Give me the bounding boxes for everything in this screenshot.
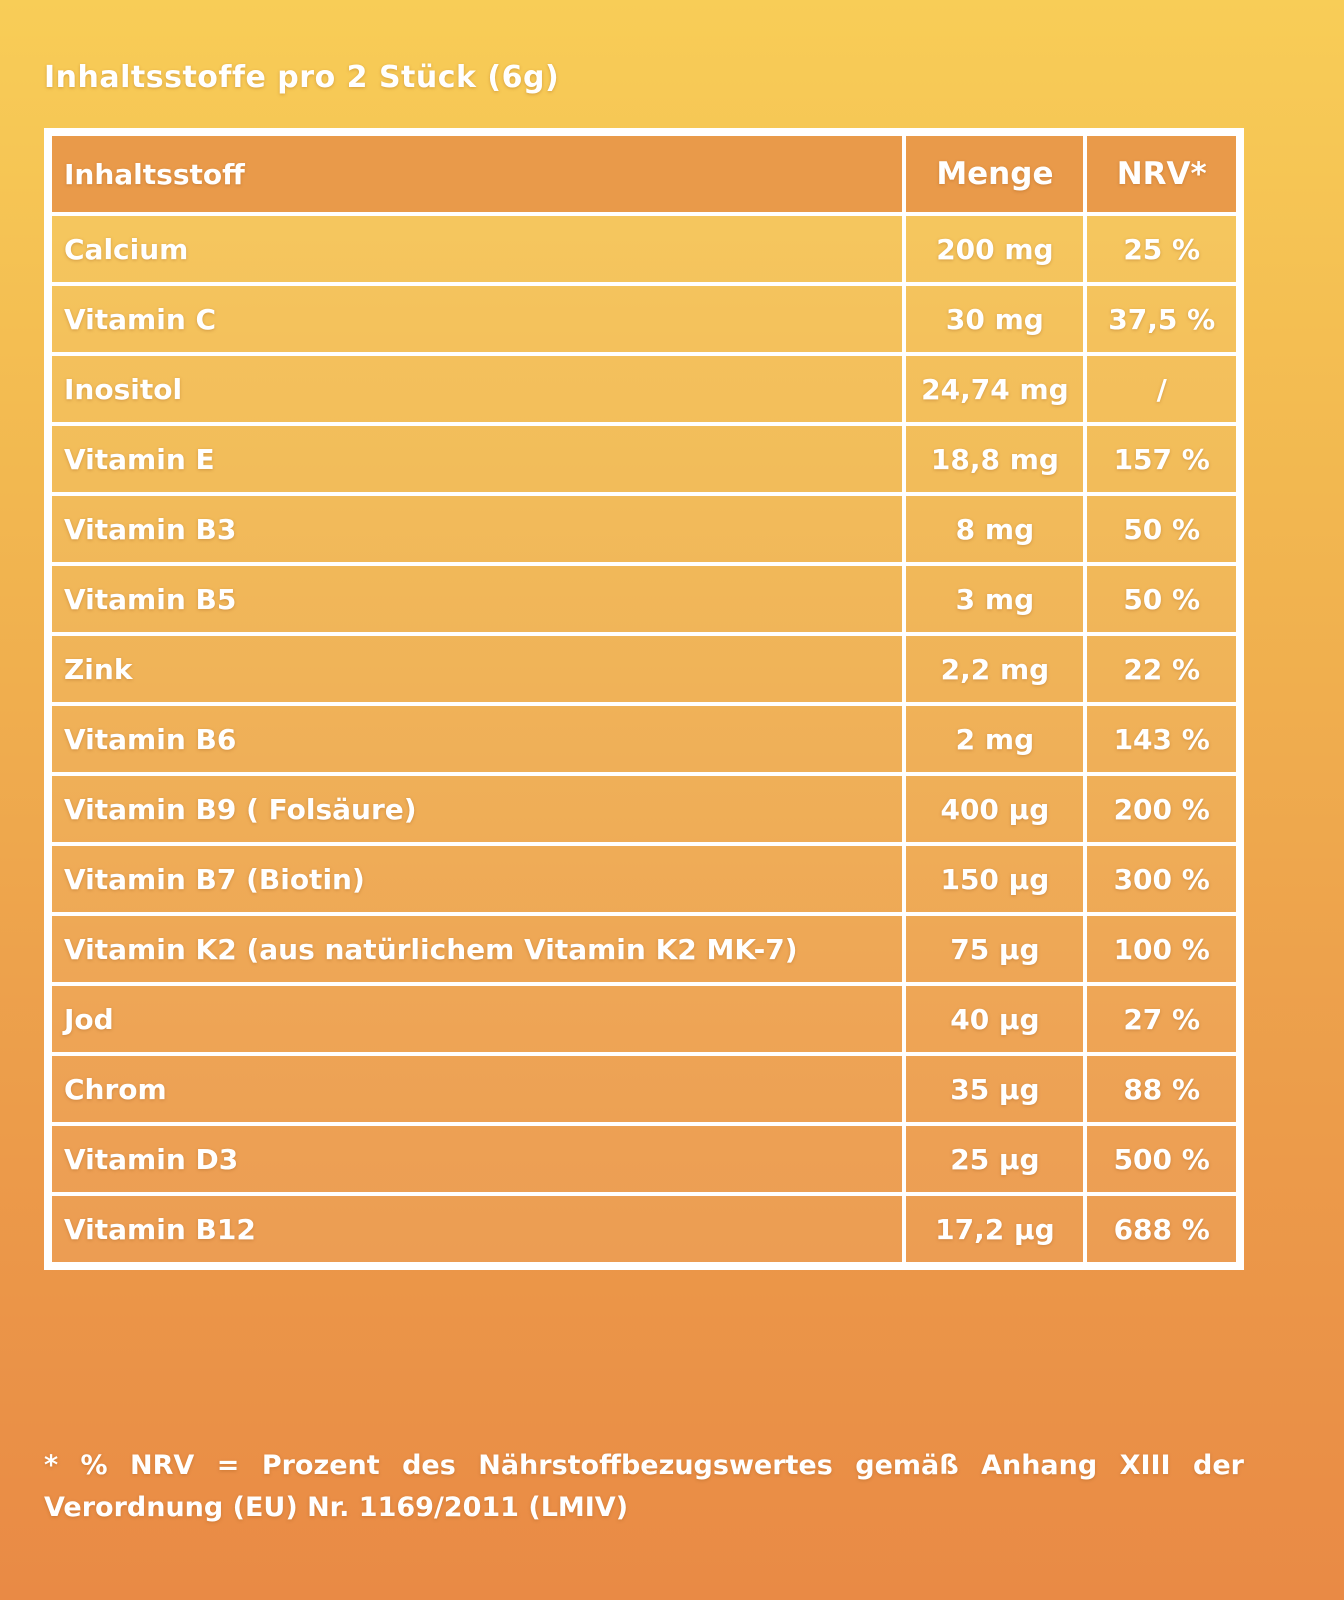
table-row: Vitamin B7 (Biotin) 150 µg 300 % [47,842,1240,916]
amount-cell: 400 µg [902,772,1088,846]
nrv-cell: 157 % [1083,422,1240,496]
amount-cell: 2 mg [902,702,1088,776]
ingredient-cell: Vitamin B3 [47,492,907,566]
ingredient-cell: Vitamin B6 [47,702,907,776]
nrv-cell: 88 % [1083,1052,1240,1126]
header-nrv: NRV* [1083,132,1240,216]
ingredient-cell: Vitamin E [47,422,907,496]
ingredient-cell: Vitamin K2 (aus natürlichem Vitamin K2 M… [47,912,907,986]
amount-cell: 40 µg [902,982,1088,1056]
table-row: Jod 40 µg 27 % [47,982,1240,1056]
ingredient-cell: Vitamin D3 [47,1122,907,1196]
table-row: Vitamin B6 2 mg 143 % [47,702,1240,776]
ingredient-cell: Vitamin B5 [47,562,907,636]
amount-cell: 3 mg [902,562,1088,636]
page-title: Inhaltsstoffe pro 2 Stück (6g) [44,60,560,95]
table-row: Vitamin E 18,8 mg 157 % [47,422,1240,496]
nrv-cell: 37,5 % [1083,282,1240,356]
table-row: Vitamin C 30 mg 37,5 % [47,282,1240,356]
header-ingredient: Inhaltsstoff [47,132,907,216]
nrv-cell: 50 % [1083,492,1240,566]
header-amount: Menge [902,132,1088,216]
amount-cell: 150 µg [902,842,1088,916]
nutrition-table: Inhaltsstoff Menge NRV* Calcium 200 mg 25 … [44,128,1244,1270]
amount-cell: 30 mg [902,282,1088,356]
table-header-row: Inhaltsstoff Menge NRV* [47,132,1240,216]
ingredient-cell: Vitamin C [47,282,907,356]
amount-cell: 17,2 µg [902,1192,1088,1266]
nrv-cell: 500 % [1083,1122,1240,1196]
amount-cell: 24,74 mg [902,352,1088,426]
table-row: Inositol 24,74 mg / [47,352,1240,426]
nrv-cell: 143 % [1083,702,1240,776]
nrv-cell: 25 % [1083,212,1240,286]
amount-cell: 18,8 mg [902,422,1088,496]
nrv-cell: 100 % [1083,912,1240,986]
footnote: * % NRV = Prozent des Nährstoffbezugswer… [44,1450,1244,1523]
nrv-cell: 300 % [1083,842,1240,916]
ingredient-cell: Vitamin B12 [47,1192,907,1266]
ingredient-cell: Jod [47,982,907,1056]
table-row: Vitamin B5 3 mg 50 % [47,562,1240,636]
ingredient-cell: Inositol [47,352,907,426]
nrv-cell: 50 % [1083,562,1240,636]
nrv-cell: 200 % [1083,772,1240,846]
nrv-cell: 688 % [1083,1192,1240,1266]
table-row: Vitamin B9 ( Folsäure) 400 µg 200 % [47,772,1240,846]
table-row: Vitamin D3 25 µg 500 % [47,1122,1240,1196]
nrv-cell: 27 % [1083,982,1240,1056]
table-row: Chrom 35 µg 88 % [47,1052,1240,1126]
amount-cell: 35 µg [902,1052,1088,1126]
table-row: Zink 2,2 mg 22 % [47,632,1240,706]
amount-cell: 2,2 mg [902,632,1088,706]
ingredient-cell: Zink [47,632,907,706]
table-row: Vitamin B3 8 mg 50 % [47,492,1240,566]
table-body: Calcium 200 mg 25 % Vitamin C 30 mg 37,5 % Ino… [47,212,1240,1266]
nrv-cell: / [1083,352,1240,426]
amount-cell: 200 mg [902,212,1088,286]
ingredient-cell: Vitamin B9 ( Folsäure) [47,772,907,846]
ingredient-cell: Chrom [47,1052,907,1126]
ingredient-cell: Calcium [47,212,907,286]
table-row: Vitamin B12 17,2 µg 688 % [47,1192,1240,1266]
table-row: Vitamin K2 (aus natürlichem Vitamin K2 M… [47,912,1240,986]
ingredient-cell: Vitamin B7 (Biotin) [47,842,907,916]
nrv-cell: 22 % [1083,632,1240,706]
amount-cell: 8 mg [902,492,1088,566]
amount-cell: 25 µg [902,1122,1088,1196]
table-row: Calcium 200 mg 25 % [47,212,1240,286]
amount-cell: 75 µg [902,912,1088,986]
